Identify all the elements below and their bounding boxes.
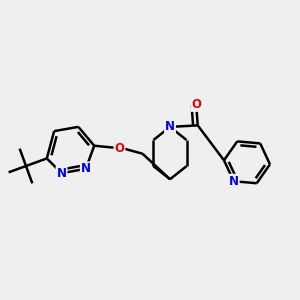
Text: N: N xyxy=(81,162,91,176)
Text: N: N xyxy=(229,175,239,188)
Text: N: N xyxy=(56,167,67,180)
Text: O: O xyxy=(115,142,124,155)
Text: N: N xyxy=(165,120,175,134)
Text: O: O xyxy=(191,98,201,111)
